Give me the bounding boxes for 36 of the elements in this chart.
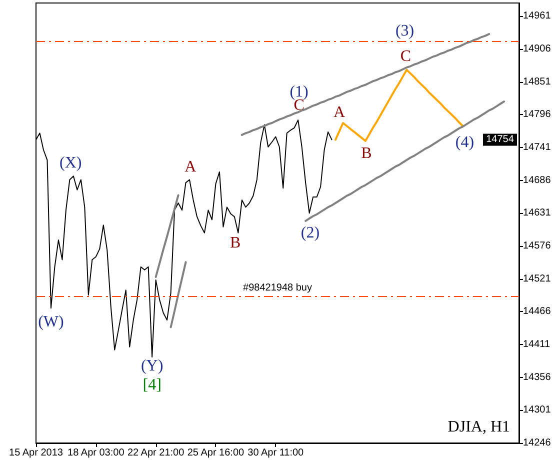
- annotation: (4): [455, 134, 474, 152]
- y-tick-label: 14796: [523, 109, 552, 120]
- annotation: (W): [38, 313, 64, 330]
- y-tick-label: 14906: [523, 43, 552, 54]
- y-tick-label: 14631: [523, 208, 552, 219]
- y-tick-label: 14521: [523, 273, 552, 284]
- annotation: B: [361, 144, 372, 162]
- y-tick-label: 14301: [523, 404, 552, 416]
- x-tick-label: 25 Apr 16:00: [187, 448, 245, 458]
- annotation: (X): [60, 154, 82, 172]
- line-series: [170, 261, 187, 328]
- annotation: B: [230, 234, 241, 252]
- annotation: A: [184, 158, 197, 176]
- x-tick-label: 15 Apr 2013: [9, 448, 64, 458]
- annotation: (3): [395, 22, 414, 40]
- y-tick-label: 14741: [523, 142, 552, 153]
- y-tick-label: 14411: [523, 338, 551, 350]
- ref-line-label: #98421948 buy: [243, 282, 312, 294]
- annotation: (2): [300, 224, 320, 242]
- y-tick-label: 14356: [523, 372, 552, 383]
- x-tick-label: 18 Apr 03:00: [68, 448, 125, 458]
- y-tick-label: 14576: [523, 240, 552, 252]
- y-tick-label: 14246: [523, 438, 552, 448]
- x-tick-label: 30 Apr 11:00: [248, 448, 304, 458]
- y-tick-label: 14961: [523, 10, 552, 22]
- line-series: [154, 194, 180, 278]
- annotation: [4]: [142, 376, 162, 394]
- y-tick-label: 14466: [523, 306, 552, 318]
- annotation: C: [400, 48, 412, 66]
- x-tick-label: 22 Apr 21:00: [127, 448, 185, 458]
- annotation: A: [334, 104, 346, 121]
- annotation: (Y): [140, 357, 164, 374]
- y-tick-label: 14851: [523, 76, 552, 88]
- annotation: DJIA, H1: [448, 418, 510, 436]
- y-tick-label: 14686: [523, 174, 552, 186]
- annotation: 14754: [486, 134, 514, 146]
